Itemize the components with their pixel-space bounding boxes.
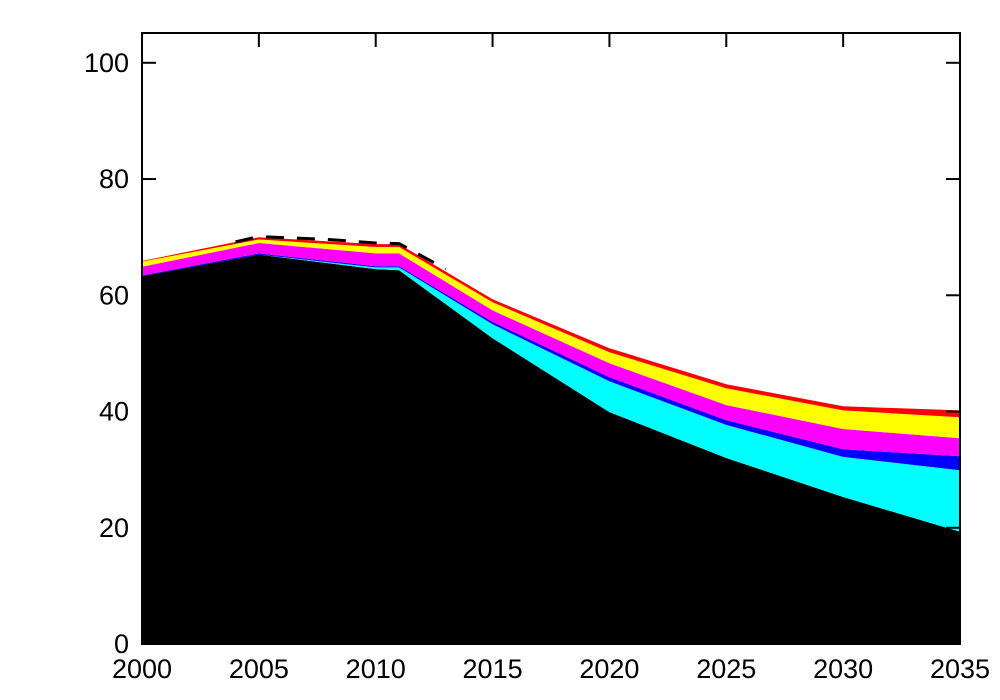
x-tick-label: 2025: [696, 654, 756, 684]
x-tick-label: 2000: [112, 654, 172, 684]
x-tick-label: 2010: [346, 654, 406, 684]
yellow-layer-area: [142, 239, 960, 439]
x-tick-label: 2015: [463, 654, 523, 684]
y-tick-label: 0: [114, 629, 129, 659]
y-tick-label: 100: [84, 48, 129, 78]
y-tick-label: 60: [99, 280, 129, 310]
y-tick-label: 40: [99, 397, 129, 427]
plot-border: [141, 32, 961, 645]
x-tick-label: 2030: [813, 654, 873, 684]
cyan-layer-area: [142, 254, 960, 532]
y-tick-label: 20: [99, 513, 129, 543]
magenta-layer-area: [142, 243, 960, 457]
x-tick-label: 2020: [579, 654, 639, 684]
y-tick-label: 80: [99, 164, 129, 194]
x-tick-label: 2005: [229, 654, 289, 684]
black-layer-area: [142, 254, 960, 644]
x-tick-label: 2035: [930, 654, 990, 684]
